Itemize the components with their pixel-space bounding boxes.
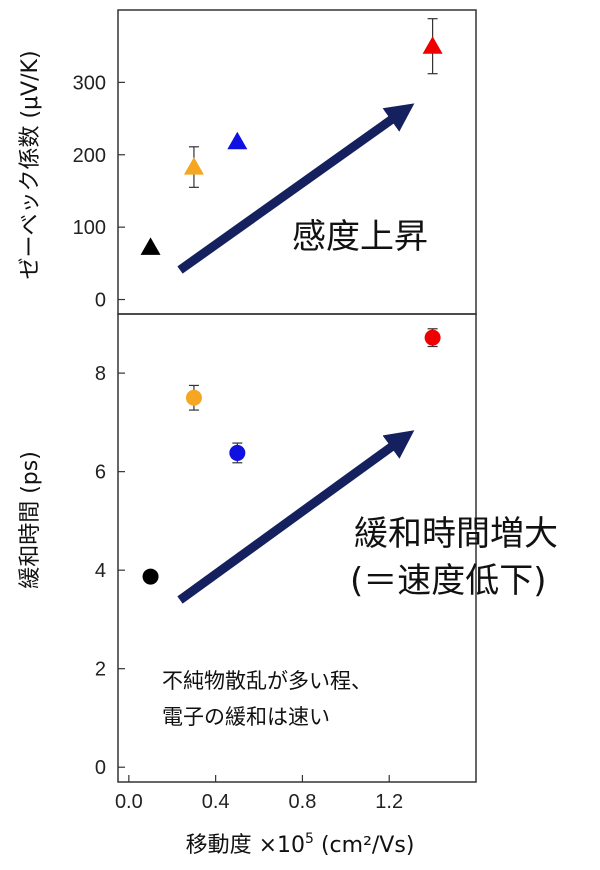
top-y-tick-label: 0 [95,290,106,312]
x-tick-label: 1.2 [375,791,403,813]
bottom-y-axis-title: 緩和時間 (ps) [18,451,43,589]
circle-data-point [185,389,202,406]
bottom-points [142,328,441,585]
bottom-y-tick-label: 6 [95,462,106,484]
note-line2: 電子の緩和は速い [162,705,330,729]
bottom-y-tick-label: 2 [95,659,106,681]
x-tick-label: 0.0 [115,791,143,813]
x-tick-label: 0.4 [202,791,230,813]
top-y-tick-label: 200 [73,145,106,167]
x-ticks: 0.0 0.4 0.8 1.2 [115,775,403,813]
triangle-data-point [183,157,204,175]
top-trend-arrow [177,103,415,274]
note-line1: 不純物散乱が多い程、 [162,669,372,693]
top-y-tick-label: 100 [73,217,106,239]
bottom-y-tick-label: 4 [95,560,106,582]
top-ticks: 0 100 200 300 [73,72,125,312]
relaxation-annotation-line1: 緩和時間増大 [354,514,558,554]
circle-data-point [142,568,159,585]
bottom-ticks: 0 2 4 6 8 [95,363,125,779]
triangle-data-point [140,237,161,255]
bottom-plot-frame [117,313,477,783]
top-plot-frame [117,9,477,315]
sensitivity-annotation: 感度上昇 [292,217,428,257]
relaxation-annotation-line2: (＝速度低下) [350,561,547,601]
x-axis-title: 移動度 ×105 (cm²/Vs) [186,831,415,858]
circle-data-point [229,444,246,461]
x-tick-label: 0.8 [289,791,317,813]
top-points [140,18,443,255]
bottom-trend-arrow [177,430,415,604]
top-y-tick-label: 300 [73,72,106,94]
triangle-data-point [227,131,248,150]
circle-data-point [424,329,441,346]
triangle-data-point [422,36,443,54]
bottom-y-tick-label: 8 [95,363,106,385]
bottom-y-tick-label: 0 [95,757,106,779]
top-y-axis-title: ゼーベック係数 (μV/K) [18,50,43,279]
